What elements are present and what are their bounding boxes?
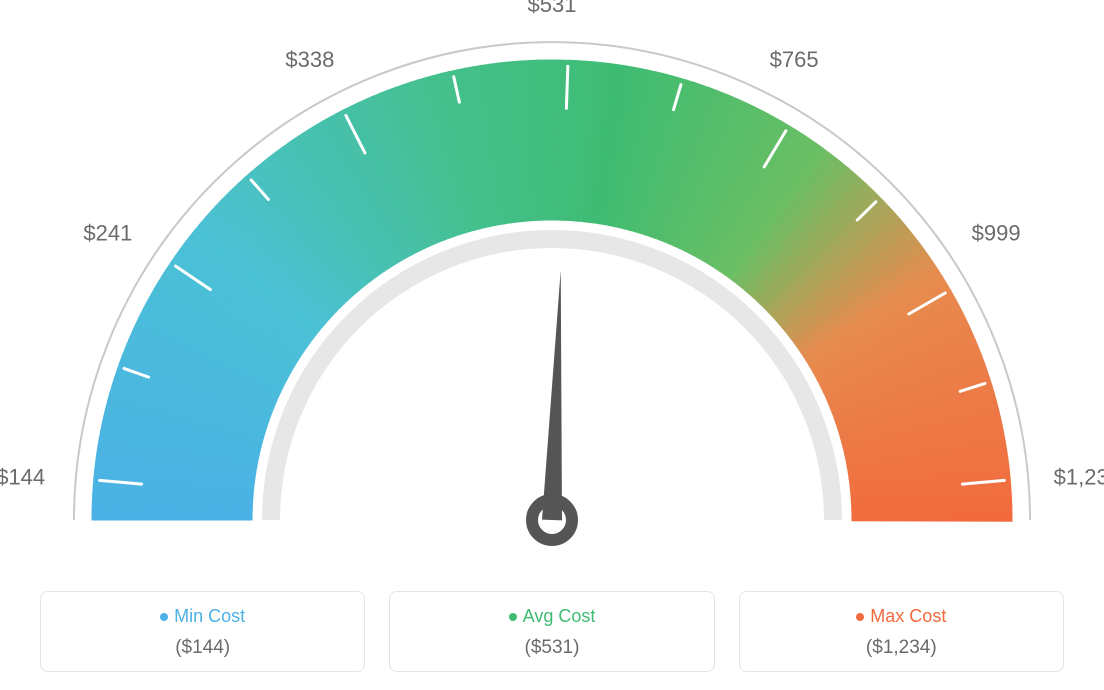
- legend-value-avg: ($531): [400, 637, 703, 659]
- gauge-tick-label: $1,234: [1054, 465, 1104, 490]
- legend-card-min: Min Cost ($144): [40, 591, 365, 672]
- legend-label-max: Max Cost: [750, 606, 1053, 627]
- legend-dot-max: [856, 613, 864, 621]
- cost-gauge-chart: $144 $241 $338 $531 $765 $999 $1,234: [0, 0, 1104, 580]
- gauge-tick-label: $241: [83, 220, 132, 245]
- gauge-tick-label: $999: [972, 220, 1021, 245]
- legend-dot-min: [160, 613, 168, 621]
- legend-card-avg: Avg Cost ($531): [389, 591, 714, 672]
- legend-text-avg: Avg Cost: [523, 606, 596, 626]
- legend-label-min: Min Cost: [51, 606, 354, 627]
- legend-value-max: ($1,234): [750, 637, 1053, 659]
- gauge-tick-label: $531: [528, 0, 577, 17]
- gauge-tick-label: $765: [770, 47, 819, 72]
- legend-value-min: ($144): [51, 637, 354, 659]
- legend-text-max: Max Cost: [870, 606, 946, 626]
- gauge-needle: [542, 270, 562, 520]
- gauge-svg: $144 $241 $338 $531 $765 $999 $1,234: [0, 0, 1104, 580]
- legend-card-max: Max Cost ($1,234): [739, 591, 1064, 672]
- legend-dot-avg: [509, 613, 517, 621]
- gauge-tick-label: $144: [0, 465, 45, 490]
- legend-row: Min Cost ($144) Avg Cost ($531) Max Cost…: [0, 591, 1104, 672]
- legend-text-min: Min Cost: [174, 606, 245, 626]
- legend-label-avg: Avg Cost: [400, 606, 703, 627]
- gauge-tick-label: $338: [285, 47, 334, 72]
